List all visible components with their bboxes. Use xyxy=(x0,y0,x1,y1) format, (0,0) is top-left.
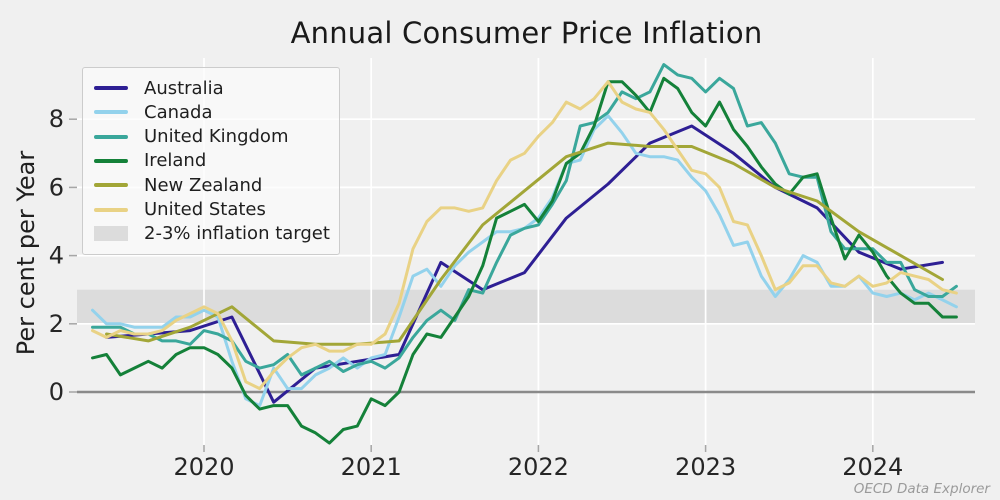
legend-label: 2-3% inflation target xyxy=(144,223,330,245)
y-tick-label: 6 xyxy=(49,173,64,201)
series-line-united-states xyxy=(91,80,958,391)
legend-label: Canada xyxy=(144,101,213,123)
legend-item-new-zealand: New Zealand xyxy=(94,173,339,197)
chart-legend: Australia Canada United Kingdom Ireland New … xyxy=(82,67,340,255)
legend-line-swatch xyxy=(94,134,128,139)
x-tick-label: 2021 xyxy=(341,453,402,481)
legend-item-australia: Australia xyxy=(94,76,339,100)
legend-item-united-kingdom: United Kingdom xyxy=(94,125,339,149)
y-axis-label: Per cent per Year xyxy=(12,150,40,356)
x-tick-label: 2024 xyxy=(842,453,903,481)
y-tick-label: 4 xyxy=(49,242,64,270)
y-tick-label: 0 xyxy=(49,378,64,406)
x-tick-label: 2023 xyxy=(675,453,736,481)
y-tick-label: 2 xyxy=(49,310,64,338)
legend-item-united-states: United States xyxy=(94,198,339,222)
y-tick-label: 8 xyxy=(49,105,64,133)
series-line-united-kingdom xyxy=(91,63,958,377)
legend-line-swatch xyxy=(94,110,128,115)
chart-title: Annual Consumer Price Inflation xyxy=(290,16,763,50)
inflation-target-band xyxy=(77,289,975,324)
legend-label: New Zealand xyxy=(144,174,263,196)
legend-label: United States xyxy=(144,199,266,221)
x-tick-label: 2020 xyxy=(173,453,234,481)
series-line-new-zealand xyxy=(105,141,944,346)
legend-label: United Kingdom xyxy=(144,126,289,148)
legend-item-canada: Canada xyxy=(94,100,339,124)
legend-item-ireland: Ireland xyxy=(94,149,339,173)
series-line-ireland xyxy=(91,76,958,445)
legend-line-swatch xyxy=(94,158,128,163)
legend-line-swatch xyxy=(94,207,128,212)
series-line-australia xyxy=(105,124,944,404)
legend-line-swatch xyxy=(94,183,128,188)
attribution-text: OECD Data Explorer xyxy=(853,481,990,497)
x-tick-label: 2022 xyxy=(508,453,569,481)
legend-line-swatch xyxy=(94,86,128,90)
legend-label: Ireland xyxy=(144,150,207,172)
legend-label: Australia xyxy=(144,77,224,99)
legend-band-swatch xyxy=(94,226,128,242)
legend-item-2-3-inflation-target: 2-3% inflation target xyxy=(94,222,339,246)
